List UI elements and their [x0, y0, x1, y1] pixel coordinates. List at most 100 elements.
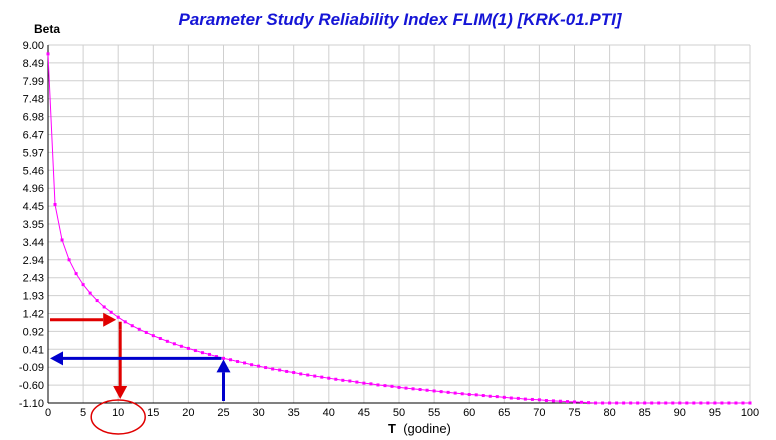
- data-point: [158, 336, 162, 340]
- data-point: [664, 401, 668, 405]
- data-point: [250, 363, 254, 367]
- x-tick-label: 80: [603, 407, 615, 419]
- data-point: [390, 384, 394, 388]
- red-arrow-horizontal: [50, 312, 117, 327]
- x-tick-label: 10: [112, 407, 124, 419]
- data-point: [207, 352, 211, 356]
- data-point: [594, 401, 598, 405]
- data-point: [53, 203, 57, 207]
- data-point: [299, 372, 303, 376]
- data-point: [439, 390, 443, 394]
- data-point: [516, 396, 520, 400]
- data-point: [713, 401, 717, 405]
- y-tick-label: 6.47: [23, 130, 44, 142]
- y-tick-label: 7.48: [23, 94, 44, 106]
- y-tick-label: -0.09: [19, 362, 44, 374]
- data-point: [341, 378, 345, 382]
- data-point: [313, 374, 317, 378]
- y-tick-label: 0.92: [23, 326, 44, 338]
- x-tick-label: 75: [568, 407, 580, 419]
- red-arrow-vertical-head: [113, 386, 128, 399]
- data-point: [165, 339, 169, 343]
- y-ticks: 9.00 8.49 7.99 7.48 6.98 6.47 5.97 5.46 4.96 4.45…: [19, 40, 44, 410]
- series-group: [46, 52, 752, 405]
- data-point: [699, 401, 703, 405]
- x-axis-label: T (godine): [388, 421, 451, 436]
- x-tick-label: 15: [147, 407, 159, 419]
- data-point: [306, 373, 310, 377]
- data-point: [369, 382, 373, 386]
- data-point: [144, 330, 148, 334]
- data-point: [748, 401, 752, 405]
- data-point: [404, 386, 408, 390]
- y-tick-label: 5.46: [23, 165, 44, 177]
- data-point: [334, 377, 338, 381]
- data-point: [720, 401, 724, 405]
- y-tick-label: 9.00: [23, 40, 44, 52]
- x-tick-label: 35: [288, 407, 300, 419]
- red-circle-marker: [90, 399, 146, 435]
- y-tick-label: 2.43: [23, 273, 44, 285]
- data-point: [123, 320, 127, 324]
- data-point: [615, 401, 619, 405]
- x-axis-label-unit: (godine): [403, 421, 451, 436]
- y-tick-label: 8.49: [23, 58, 44, 70]
- data-point: [285, 369, 289, 373]
- data-point: [601, 401, 605, 405]
- blue-arrow-vertical-head: [216, 359, 231, 373]
- data-point: [229, 358, 233, 362]
- x-tick-label: 40: [323, 407, 335, 419]
- data-point: [544, 399, 548, 403]
- data-point: [580, 400, 584, 404]
- data-point: [692, 401, 696, 405]
- data-point: [685, 401, 689, 405]
- data-point: [488, 394, 492, 398]
- x-tick-label: 0: [45, 407, 51, 419]
- data-point: [629, 401, 633, 405]
- y-axis-label: Beta: [34, 22, 61, 36]
- data-point: [292, 371, 296, 375]
- data-point: [495, 395, 499, 399]
- data-point: [573, 400, 576, 404]
- data-point: [236, 360, 240, 364]
- y-tick-label: 5.97: [23, 147, 44, 159]
- x-ticks: 0 5 10 15 20 25 30 35 40 45 50 55 60 65 70 75 80 85 90 95 10…: [45, 407, 759, 419]
- data-point: [418, 388, 422, 392]
- data-point: [643, 401, 647, 405]
- data-point: [81, 283, 85, 287]
- data-point: [558, 399, 562, 403]
- blue-arrow-vertical: [216, 359, 231, 401]
- data-point: [60, 238, 64, 242]
- y-tick-label: 1.93: [23, 291, 44, 303]
- data-point: [355, 380, 359, 384]
- data-point: [257, 364, 261, 368]
- x-tick-label: 45: [358, 407, 370, 419]
- data-point: [179, 344, 183, 348]
- x-tick-label: 60: [463, 407, 475, 419]
- data-point: [727, 401, 731, 405]
- x-tick-label: 5: [80, 407, 86, 419]
- y-tick-label: 3.95: [23, 219, 44, 231]
- data-point: [46, 52, 50, 56]
- data-point: [383, 384, 387, 388]
- data-point: [193, 349, 197, 353]
- data-point: [741, 401, 745, 405]
- data-point: [509, 396, 513, 400]
- blue-arrow-horizontal-head: [50, 351, 63, 366]
- data-point: [537, 398, 541, 402]
- data-point: [650, 401, 654, 405]
- data-point: [636, 401, 640, 405]
- x-tick-label: 65: [498, 407, 510, 419]
- data-point: [172, 342, 176, 346]
- data-point: [397, 385, 401, 389]
- data-point: [523, 397, 527, 401]
- data-point: [348, 379, 352, 383]
- x-axis-label-var: T: [388, 421, 396, 436]
- data-point: [425, 388, 429, 392]
- data-point: [109, 310, 113, 314]
- y-tick-label: 4.96: [23, 183, 44, 195]
- data-point: [671, 401, 675, 405]
- data-point: [102, 305, 106, 309]
- data-point: [214, 355, 218, 359]
